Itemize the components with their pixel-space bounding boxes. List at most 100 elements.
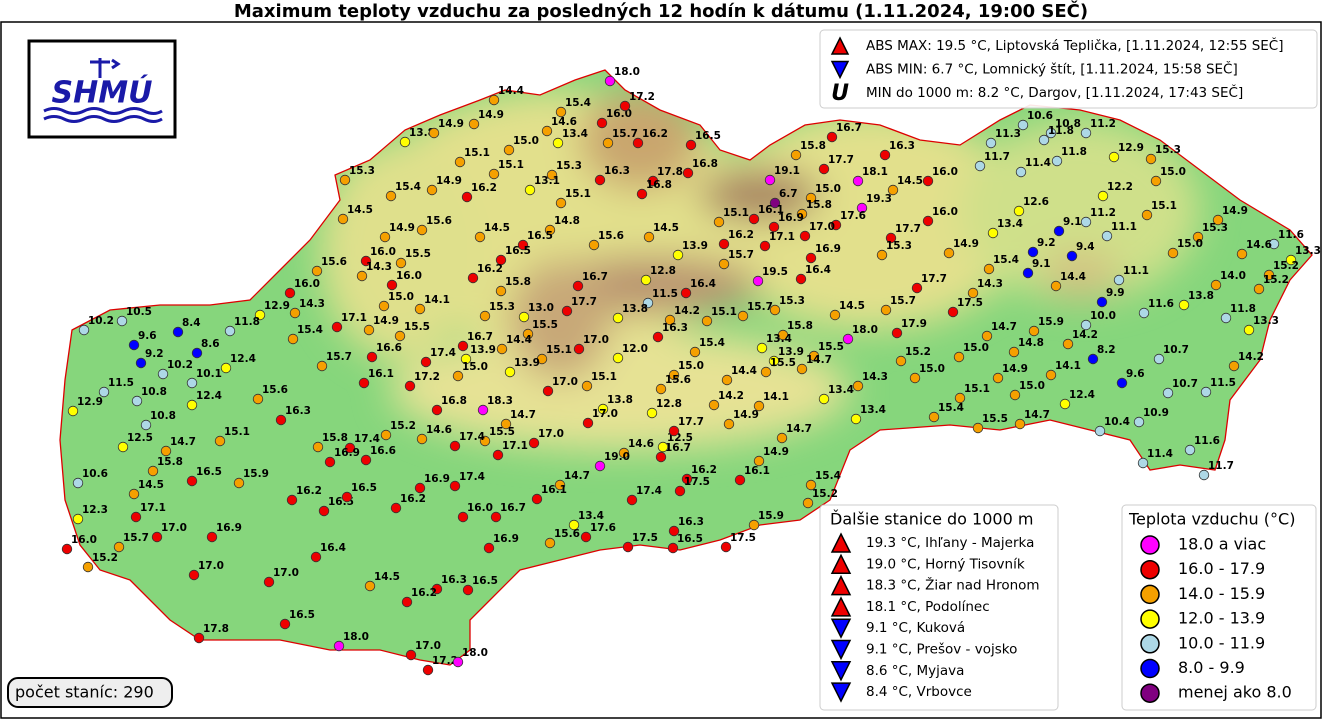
station-label: 17.0 [161,522,187,534]
station-label: 16.4 [805,264,831,276]
station-dot [341,491,353,503]
station-label: 14.0 [1220,270,1246,282]
station-dot [795,273,807,285]
station-label: 12.9 [264,300,290,312]
station-dot [680,287,692,299]
station-dot [72,513,84,525]
station-label: 16.5 [196,466,222,478]
station-label: 15.7 [612,128,638,140]
station-label: 12.4 [230,353,256,365]
station-dot [1022,267,1034,279]
station-label: 6.7 [779,188,798,200]
station-dot [552,137,564,149]
station-label: 16.5 [472,575,498,587]
station-label: 12.2 [1107,181,1133,193]
station-dot [647,175,659,187]
station-dot [460,353,472,365]
station-label: 16.7 [467,331,493,343]
station-label: 17.0 [592,408,618,420]
station-label: 17.1 [502,440,528,452]
station-dot [337,213,349,225]
station-dot [596,117,608,129]
station-label: 14.6 [426,424,452,436]
station-label: 17.2 [432,655,458,667]
station-label: 11.7 [984,151,1010,163]
station-dot [760,366,772,378]
station-dot [805,479,817,491]
station-dot [829,309,841,321]
station-dot [1138,307,1150,319]
station-dot [880,304,892,316]
station-dot [674,485,686,497]
station-label: 11.8 [1061,146,1087,158]
station-label: 13.4 [997,218,1023,230]
station-label: 14.1 [763,391,789,403]
station-dot [768,355,780,367]
station-dot [1243,324,1255,336]
station-dot [72,477,84,489]
max-marker [830,574,852,596]
station-label: 16.1 [368,368,394,380]
station-label: 16.1 [744,465,770,477]
station-label: 16.9 [778,212,804,224]
other-station-text: 19.3 °C, Ihľany - Majerka [866,535,1034,551]
station-label: 17.0 [552,376,578,388]
station-label: 16.3 [285,405,311,417]
station-label: 11.6 [1194,435,1220,447]
station-label: 18.1 [862,166,888,178]
station-dot [594,460,606,472]
station-label: 17.0 [583,334,609,346]
station-label: 15.5 [532,319,558,331]
station-label: 13.1 [534,175,560,187]
station-label: 12.6 [1023,196,1049,208]
station-label: 17.2 [414,371,440,383]
station-label: 14.5 [374,571,400,583]
station-label: 14.2 [718,390,744,402]
station-label: 12.9 [77,396,103,408]
station-label: 14.7 [991,321,1017,333]
station-dot [1167,247,1179,259]
legend-swatch [1140,535,1160,555]
station-dot [312,441,324,453]
station-label: 9.6 [1126,368,1145,380]
station-label: 11.5 [1210,377,1236,389]
station-label: 16.2 [411,587,437,599]
station-dot [416,433,428,445]
station-dot [953,351,965,363]
station-dot [555,106,567,118]
station-dot [1113,274,1125,286]
station-label: 13.8 [607,394,633,406]
station-label: 14.2 [674,305,700,317]
station-label: 11.1 [1111,221,1137,233]
station-label: 10.2 [88,315,114,327]
station-dot [672,249,684,261]
station-dot [449,480,461,492]
station-dot [972,422,984,434]
other-station-text: 18.3 °C, Žiar nad Hronom [866,576,1040,594]
station-dot [1236,248,1248,260]
legend-label: 8.0 - 9.9 [1178,658,1245,677]
station-dot [626,494,638,506]
station-label: 14.4 [498,85,524,97]
station-dot [681,473,693,485]
station-dot [333,640,345,652]
legend-title: Teplota vzduchu (°C) [1128,510,1295,529]
station-label: 14.1 [1055,360,1081,372]
station-dot [1145,153,1157,165]
station-label: 15.0 [1019,380,1045,392]
station-dot [490,511,502,523]
station-label: 15.7 [326,351,352,363]
station-dot [597,403,609,415]
station-dot [1009,389,1021,401]
station-label: 16.5 [695,130,721,142]
max-marker [830,553,852,575]
station-label: 16.8 [646,179,672,191]
legend-label: 18.0 a viac [1178,535,1266,554]
station-dot [642,297,654,309]
station-dot [214,435,226,447]
station-dot [1137,457,1149,469]
station-dot [769,197,781,209]
station-label: 9.1 [1032,258,1051,270]
station-label: 15.1 [498,159,524,171]
station-label: 14.5 [347,204,373,216]
